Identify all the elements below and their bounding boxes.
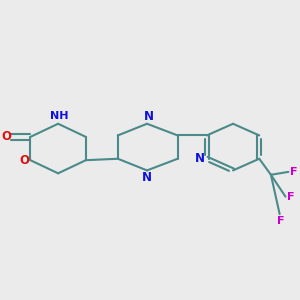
Text: F: F xyxy=(287,192,295,202)
Text: O: O xyxy=(19,154,29,167)
Text: N: N xyxy=(142,171,152,184)
Text: N: N xyxy=(194,152,205,165)
Text: NH: NH xyxy=(50,112,69,122)
Text: F: F xyxy=(278,215,285,226)
Text: O: O xyxy=(1,130,11,143)
Text: N: N xyxy=(143,110,154,123)
Text: F: F xyxy=(290,167,297,177)
